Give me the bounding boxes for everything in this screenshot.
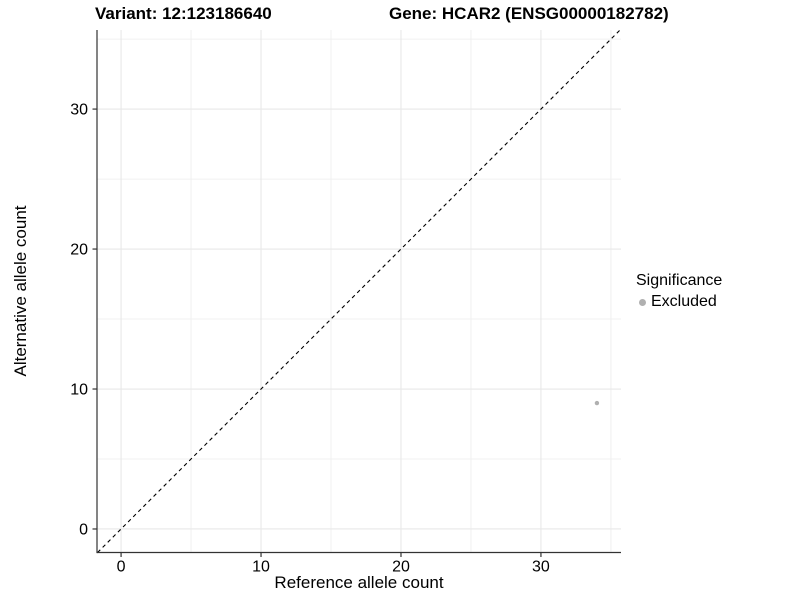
title-gene: Gene: HCAR2 (ENSG00000182782) (389, 4, 669, 23)
legend-title: Significance (636, 272, 723, 289)
legend: Significance Excluded (636, 272, 722, 311)
x-tick-label: 30 (532, 559, 550, 576)
y-axis-title: Alternative allele count (11, 205, 30, 377)
y-tick-label: 20 (70, 242, 88, 259)
x-tick-label: 20 (392, 559, 410, 576)
data-point (594, 400, 600, 406)
y-tick-label: 30 (70, 102, 88, 119)
title-variant: Variant: 12:123186640 (95, 4, 272, 23)
legend-item-excluded: Excluded (636, 293, 722, 311)
y-tick-label: 10 (70, 382, 88, 399)
legend-point-icon (639, 298, 646, 306)
identity-dashed-line (97, 29, 621, 553)
legend-item-label: Excluded (651, 293, 717, 310)
x-tick-label: 0 (117, 559, 126, 576)
x-tick-label: 10 (252, 559, 270, 576)
y-tick-label: 0 (79, 521, 88, 538)
x-axis-title: Reference allele count (274, 573, 444, 592)
